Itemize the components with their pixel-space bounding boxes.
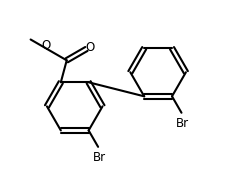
Text: Br: Br: [93, 151, 106, 164]
Text: O: O: [41, 39, 50, 52]
Text: Br: Br: [176, 116, 189, 130]
Text: O: O: [86, 41, 95, 54]
